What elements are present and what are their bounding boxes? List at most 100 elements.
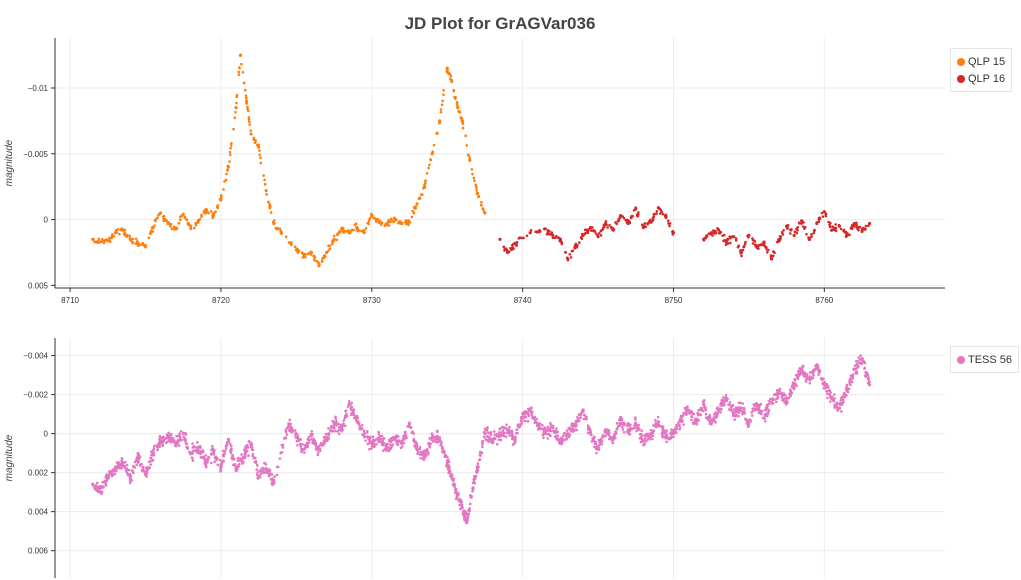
data-point (868, 380, 871, 384)
data-point (415, 202, 419, 206)
data-point (634, 207, 638, 211)
data-point (828, 393, 832, 397)
series-qlp-16 (498, 206, 872, 262)
data-point (421, 193, 424, 196)
data-point (824, 212, 828, 216)
data-point (607, 432, 610, 435)
data-point (337, 422, 340, 426)
data-point (213, 460, 216, 464)
data-point (219, 469, 223, 472)
data-point (514, 435, 517, 439)
data-point (289, 243, 293, 247)
data-point (854, 359, 858, 363)
data-point (223, 452, 226, 456)
data-point (192, 445, 196, 449)
data-point (442, 449, 445, 452)
data-point (779, 392, 783, 396)
data-point (133, 466, 137, 469)
data-point (601, 435, 604, 439)
data-point (178, 218, 182, 222)
data-point (747, 423, 751, 426)
data-point (706, 415, 709, 419)
data-point (766, 251, 769, 254)
data-point (740, 254, 743, 258)
data-point (205, 208, 208, 211)
data-point (766, 407, 769, 410)
data-point (360, 423, 364, 427)
data-point (782, 228, 785, 232)
data-point (252, 457, 256, 460)
data-point (375, 443, 378, 446)
data-point (92, 237, 95, 241)
data-point (134, 459, 138, 463)
data-point (259, 470, 263, 474)
data-point (515, 242, 518, 245)
data-point (529, 228, 533, 232)
data-point (674, 425, 678, 429)
data-point (487, 440, 490, 443)
data-point (318, 262, 321, 266)
data-point (853, 225, 856, 228)
data-point (262, 471, 265, 475)
data-point (764, 408, 767, 412)
data-point (250, 446, 254, 449)
data-point (388, 218, 391, 222)
data-point (576, 419, 580, 423)
y-tick-label: −0.004 (23, 352, 48, 361)
data-point (628, 220, 631, 224)
data-point (801, 225, 805, 228)
data-point (837, 224, 842, 228)
data-point (667, 437, 670, 441)
data-point (256, 471, 259, 474)
data-point (817, 218, 821, 221)
data-point (788, 388, 792, 391)
data-point (102, 486, 105, 489)
data-point (565, 429, 569, 432)
data-point (635, 424, 639, 427)
data-point (394, 218, 398, 221)
data-point (332, 234, 336, 238)
data-point (758, 243, 762, 247)
data-point (364, 227, 368, 230)
data-point (831, 225, 834, 228)
data-point (238, 53, 243, 57)
data-point (605, 223, 608, 227)
data-point (103, 239, 107, 242)
data-point (425, 448, 429, 451)
data-point (477, 194, 481, 198)
data-point (569, 430, 573, 433)
data-point (479, 454, 482, 457)
data-point (751, 242, 755, 245)
data-point (144, 471, 148, 475)
data-point (712, 413, 716, 416)
data-point (798, 222, 801, 225)
data-point (845, 383, 849, 387)
data-point (600, 228, 604, 232)
data-point (418, 197, 422, 200)
data-point (839, 403, 842, 407)
data-point (555, 430, 559, 434)
data-point (414, 440, 417, 443)
data-point (235, 469, 238, 473)
data-point (373, 444, 376, 448)
data-point (499, 438, 503, 442)
data-point (751, 238, 755, 242)
data-point (499, 427, 502, 430)
data-point (92, 484, 95, 487)
data-point (833, 406, 836, 409)
data-point (134, 237, 138, 241)
data-point (513, 440, 517, 444)
data-point (491, 439, 495, 442)
data-point (484, 438, 488, 441)
data-point (855, 223, 858, 227)
data-point (280, 232, 283, 235)
data-point (219, 198, 223, 202)
data-point (595, 451, 598, 455)
data-point (680, 420, 684, 424)
data-point (859, 354, 863, 357)
data-point (622, 423, 625, 426)
data-point (325, 439, 329, 442)
data-point (257, 145, 261, 149)
data-point (258, 149, 261, 152)
data-point (401, 437, 405, 441)
